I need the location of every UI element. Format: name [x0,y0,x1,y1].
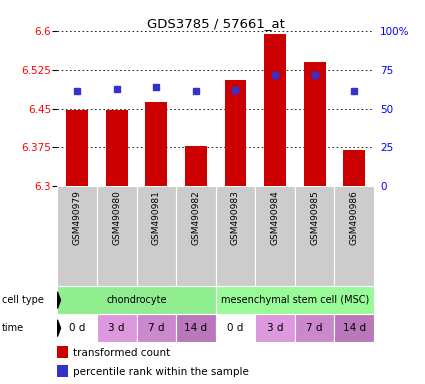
Text: chondrocyte: chondrocyte [106,295,167,305]
Bar [185,146,207,186]
Bar [295,314,334,342]
Text: 14 d: 14 d [343,323,366,333]
Text: 7 d: 7 d [148,323,164,333]
Text: percentile rank within the sample: percentile rank within the sample [73,367,249,377]
Text: cell type: cell type [2,295,44,305]
Text: GSM490983: GSM490983 [231,190,240,245]
Polygon shape [57,292,60,309]
Text: transformed count: transformed count [73,348,170,358]
Bar [304,62,326,186]
Bar [97,186,136,286]
Text: GSM490984: GSM490984 [271,190,280,245]
Bar [97,314,136,342]
Bar [343,150,365,186]
Text: GSM490981: GSM490981 [152,190,161,245]
Bar [255,186,295,286]
Text: GSM490986: GSM490986 [350,190,359,245]
Text: GSM490982: GSM490982 [191,190,201,245]
Bar [224,80,246,186]
Text: mesenchymal stem cell (MSC): mesenchymal stem cell (MSC) [221,295,369,305]
Polygon shape [57,320,60,336]
Text: 7 d: 7 d [306,323,323,333]
Bar [215,286,374,314]
Bar [66,110,88,186]
Text: time: time [2,323,24,333]
Bar [255,314,295,342]
Bar [145,103,167,186]
Bar [264,34,286,186]
Bar [106,110,128,186]
Bar [57,286,215,314]
Bar [57,186,97,286]
Text: 0 d: 0 d [227,323,244,333]
Bar [57,314,97,342]
Text: GSM490985: GSM490985 [310,190,319,245]
Text: 14 d: 14 d [184,323,207,333]
Title: GDS3785 / 57661_at: GDS3785 / 57661_at [147,17,285,30]
Bar [295,186,334,286]
Bar [215,186,255,286]
Bar [215,314,255,342]
Bar [176,314,215,342]
Text: GSM490980: GSM490980 [112,190,121,245]
Bar [57,365,68,377]
Bar [334,186,374,286]
Bar [136,186,176,286]
Text: GSM490979: GSM490979 [73,190,82,245]
Bar [136,314,176,342]
Bar [57,346,68,358]
Text: 3 d: 3 d [108,323,125,333]
Text: 0 d: 0 d [69,323,85,333]
Bar [334,314,374,342]
Text: 3 d: 3 d [267,323,283,333]
Bar [176,186,215,286]
